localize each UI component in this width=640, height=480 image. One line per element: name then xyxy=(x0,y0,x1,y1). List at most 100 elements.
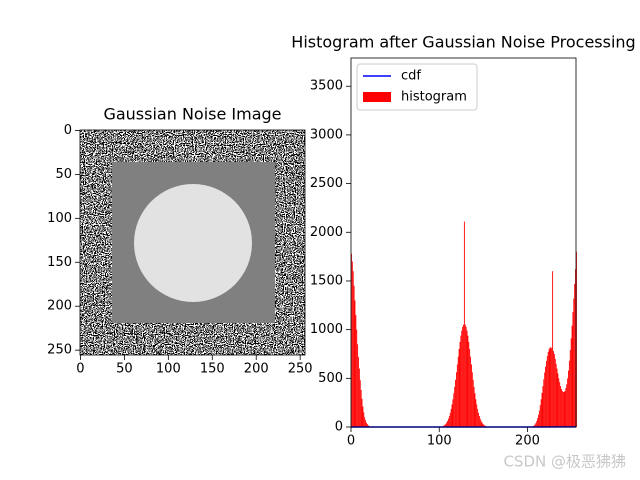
histogram-bar xyxy=(534,424,536,427)
legend-patch xyxy=(363,92,391,102)
histogram-bar xyxy=(569,350,571,427)
histogram-bar xyxy=(566,384,568,427)
histogram-bar xyxy=(444,424,446,427)
histogram-bar xyxy=(359,380,361,427)
histogram-bar xyxy=(351,261,353,427)
histogram-bar xyxy=(554,358,556,427)
axes-title: Gaussian Noise Image xyxy=(103,105,281,124)
histogram-bar xyxy=(570,338,572,427)
histogram-bar xyxy=(557,373,559,427)
histogram-bar xyxy=(366,422,367,427)
histogram-bar xyxy=(448,415,450,427)
x-tick-label: 0 xyxy=(76,362,84,377)
axes-title: Histogram after Gaussian Noise Processin… xyxy=(291,33,635,52)
histogram-bar xyxy=(358,368,360,427)
histogram-bar xyxy=(474,393,476,427)
histogram-bar xyxy=(573,298,575,427)
histogram-bar xyxy=(463,221,465,427)
histogram-bar xyxy=(360,390,362,427)
histogram-bar xyxy=(364,417,366,427)
histogram-bar xyxy=(555,363,557,427)
histogram-bar xyxy=(471,364,472,427)
histogram-bar xyxy=(365,420,366,427)
histogram-bar xyxy=(538,410,540,427)
legend-label: histogram xyxy=(401,90,467,105)
histogram-bar xyxy=(542,386,544,427)
histogram-bar xyxy=(481,422,483,427)
histogram-bar xyxy=(447,420,449,427)
histogram-bar xyxy=(477,408,479,427)
histogram-bar xyxy=(475,399,477,427)
histogram-bar xyxy=(366,424,368,427)
x-tick-label: 150 xyxy=(200,362,225,377)
histogram-bar xyxy=(458,349,460,427)
histogram-bar xyxy=(553,351,554,427)
histogram-bar xyxy=(571,325,573,427)
y-tick-label: 100 xyxy=(47,211,72,226)
histogram-bar xyxy=(478,415,480,427)
x-tick-label: 200 xyxy=(244,362,269,377)
histogram-bar xyxy=(556,368,558,427)
histogram-bar xyxy=(457,356,459,427)
histogram-bar xyxy=(548,349,550,427)
histogram-bar xyxy=(547,352,549,427)
histogram-bar xyxy=(456,364,458,427)
histogram-bar xyxy=(446,422,448,427)
histogram-bar xyxy=(367,425,369,427)
histogram-bar xyxy=(470,356,471,427)
histogram-bar xyxy=(353,285,355,427)
histogram-bar xyxy=(482,423,484,427)
histogram-bar xyxy=(479,418,481,427)
y-tick-label: 250 xyxy=(47,343,72,358)
histogram-bar xyxy=(576,251,577,427)
histogram-bar xyxy=(469,349,471,427)
axes-frame xyxy=(350,57,577,428)
histogram-bar xyxy=(563,391,565,427)
histogram-bar xyxy=(564,390,566,427)
histogram-bar xyxy=(565,388,567,427)
histogram-bar xyxy=(568,360,570,427)
histogram-bar xyxy=(476,404,478,427)
axes-frame xyxy=(79,129,306,356)
histogram-bar xyxy=(543,379,545,427)
histogram-bar xyxy=(445,423,447,427)
histogram-bar xyxy=(468,342,470,427)
histogram-bar xyxy=(560,386,561,427)
histogram-bar xyxy=(453,393,455,427)
histogram-bar xyxy=(473,386,475,427)
y-tick-label: 0 xyxy=(64,123,72,138)
histogram-bar xyxy=(478,412,479,427)
histogram-bar xyxy=(355,315,357,427)
y-tick-label: 2500 xyxy=(310,176,343,191)
histogram-bar xyxy=(567,378,569,427)
histogram-bar xyxy=(550,347,552,427)
histogram-bar xyxy=(539,405,541,427)
histogram-bar xyxy=(456,372,457,427)
y-tick-label: 50 xyxy=(55,167,72,182)
histogram-bar xyxy=(572,312,574,427)
histogram-bar xyxy=(362,406,364,427)
histogram-bar xyxy=(538,414,539,427)
histogram-bar xyxy=(480,420,482,427)
histogram-bar xyxy=(558,378,560,427)
histogram-bar xyxy=(363,412,365,427)
bright-disc xyxy=(134,184,252,302)
histogram-bar xyxy=(443,425,445,427)
histogram-bar xyxy=(559,382,561,427)
histogram-bar xyxy=(455,379,456,427)
histogram-bar xyxy=(471,372,473,427)
histogram-bar xyxy=(354,300,356,427)
histogram-bar xyxy=(462,326,464,427)
y-tick-label: 200 xyxy=(47,299,72,314)
y-tick-label: 0 xyxy=(335,420,343,435)
x-tick-label: 50 xyxy=(116,362,133,377)
histogram-bar xyxy=(358,356,359,427)
histogram-bar xyxy=(561,389,562,427)
histogram-bar xyxy=(549,347,551,427)
histogram-bar xyxy=(575,269,576,427)
histogram-bar xyxy=(562,391,564,427)
histogram-bar xyxy=(537,418,539,427)
y-tick-label: 2000 xyxy=(310,225,343,240)
histogram-bar xyxy=(535,423,537,427)
y-tick-label: 3500 xyxy=(310,79,343,94)
